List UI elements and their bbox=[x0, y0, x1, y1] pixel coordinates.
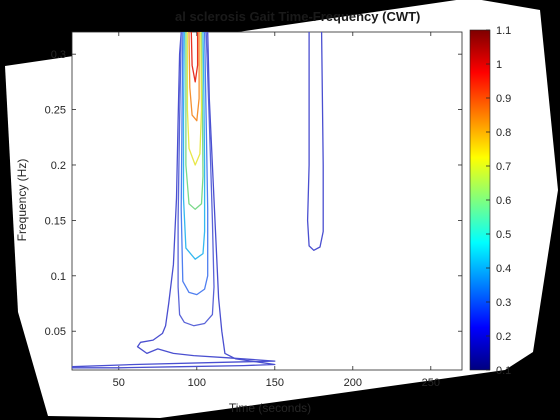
colorbar-tick-label: 0.5 bbox=[496, 229, 511, 241]
y-tick-label: 0.25 bbox=[45, 105, 66, 117]
contour-line bbox=[190, 32, 199, 83]
contour-line bbox=[185, 32, 204, 210]
y-tick-label: 0.3 bbox=[51, 49, 66, 61]
colorbar-tick-label: 0.7 bbox=[496, 161, 511, 173]
contour-line bbox=[177, 32, 215, 327]
colorbar-ticks: 0.1 0.2 0.3 0.4 0.5 0.6 0.7 0.8 0.9 1 1.1 bbox=[486, 25, 511, 377]
colorbar-tick-label: 0.9 bbox=[496, 93, 511, 105]
contour-line bbox=[188, 32, 200, 122]
y-tick-label: 0.1 bbox=[51, 271, 66, 283]
x-tick-label: 200 bbox=[344, 377, 362, 389]
colorbar-tick-label: 1.1 bbox=[496, 25, 511, 37]
x-tick-label: 250 bbox=[422, 377, 440, 389]
contour-line bbox=[72, 32, 276, 368]
x-axis-label: Time (seconds) bbox=[229, 401, 311, 415]
contour-line bbox=[186, 32, 203, 166]
y-axis-label: Frequency (Hz) bbox=[15, 159, 29, 242]
y-tick-label: 0.15 bbox=[45, 215, 66, 227]
x-tick-label: 150 bbox=[266, 377, 284, 389]
y-tick-label: 0.05 bbox=[45, 326, 66, 338]
colorbar-tick-label: 1 bbox=[496, 59, 502, 71]
plot-area bbox=[71, 31, 463, 371]
y-tick-label: 0.2 bbox=[51, 160, 66, 172]
colorbar-tick-label: 0.6 bbox=[496, 195, 511, 207]
x-axis-ticks: 50 100 150 200 250 bbox=[113, 32, 440, 389]
x-tick-label: 50 bbox=[113, 377, 125, 389]
colorbar-tick-label: 0.4 bbox=[496, 263, 511, 275]
x-tick-label: 100 bbox=[188, 377, 206, 389]
contour-line bbox=[182, 32, 206, 260]
colorbar-tick-label: 0.8 bbox=[496, 127, 511, 139]
contour-line bbox=[72, 32, 276, 369]
chart-title: al sclerosis Gait Time-Frequency (CWT) bbox=[175, 9, 420, 24]
contour-line bbox=[180, 32, 209, 296]
y-axis-ticks: 0.05 0.1 0.15 0.2 0.25 0.3 bbox=[45, 49, 462, 338]
contour-lines bbox=[72, 32, 324, 369]
colorbar-tick-label: 0.1 bbox=[496, 365, 511, 377]
contour-line bbox=[306, 32, 324, 251]
colorbar-tick-label: 0.3 bbox=[496, 297, 511, 309]
colorbar-tick-label: 0.2 bbox=[496, 331, 511, 343]
